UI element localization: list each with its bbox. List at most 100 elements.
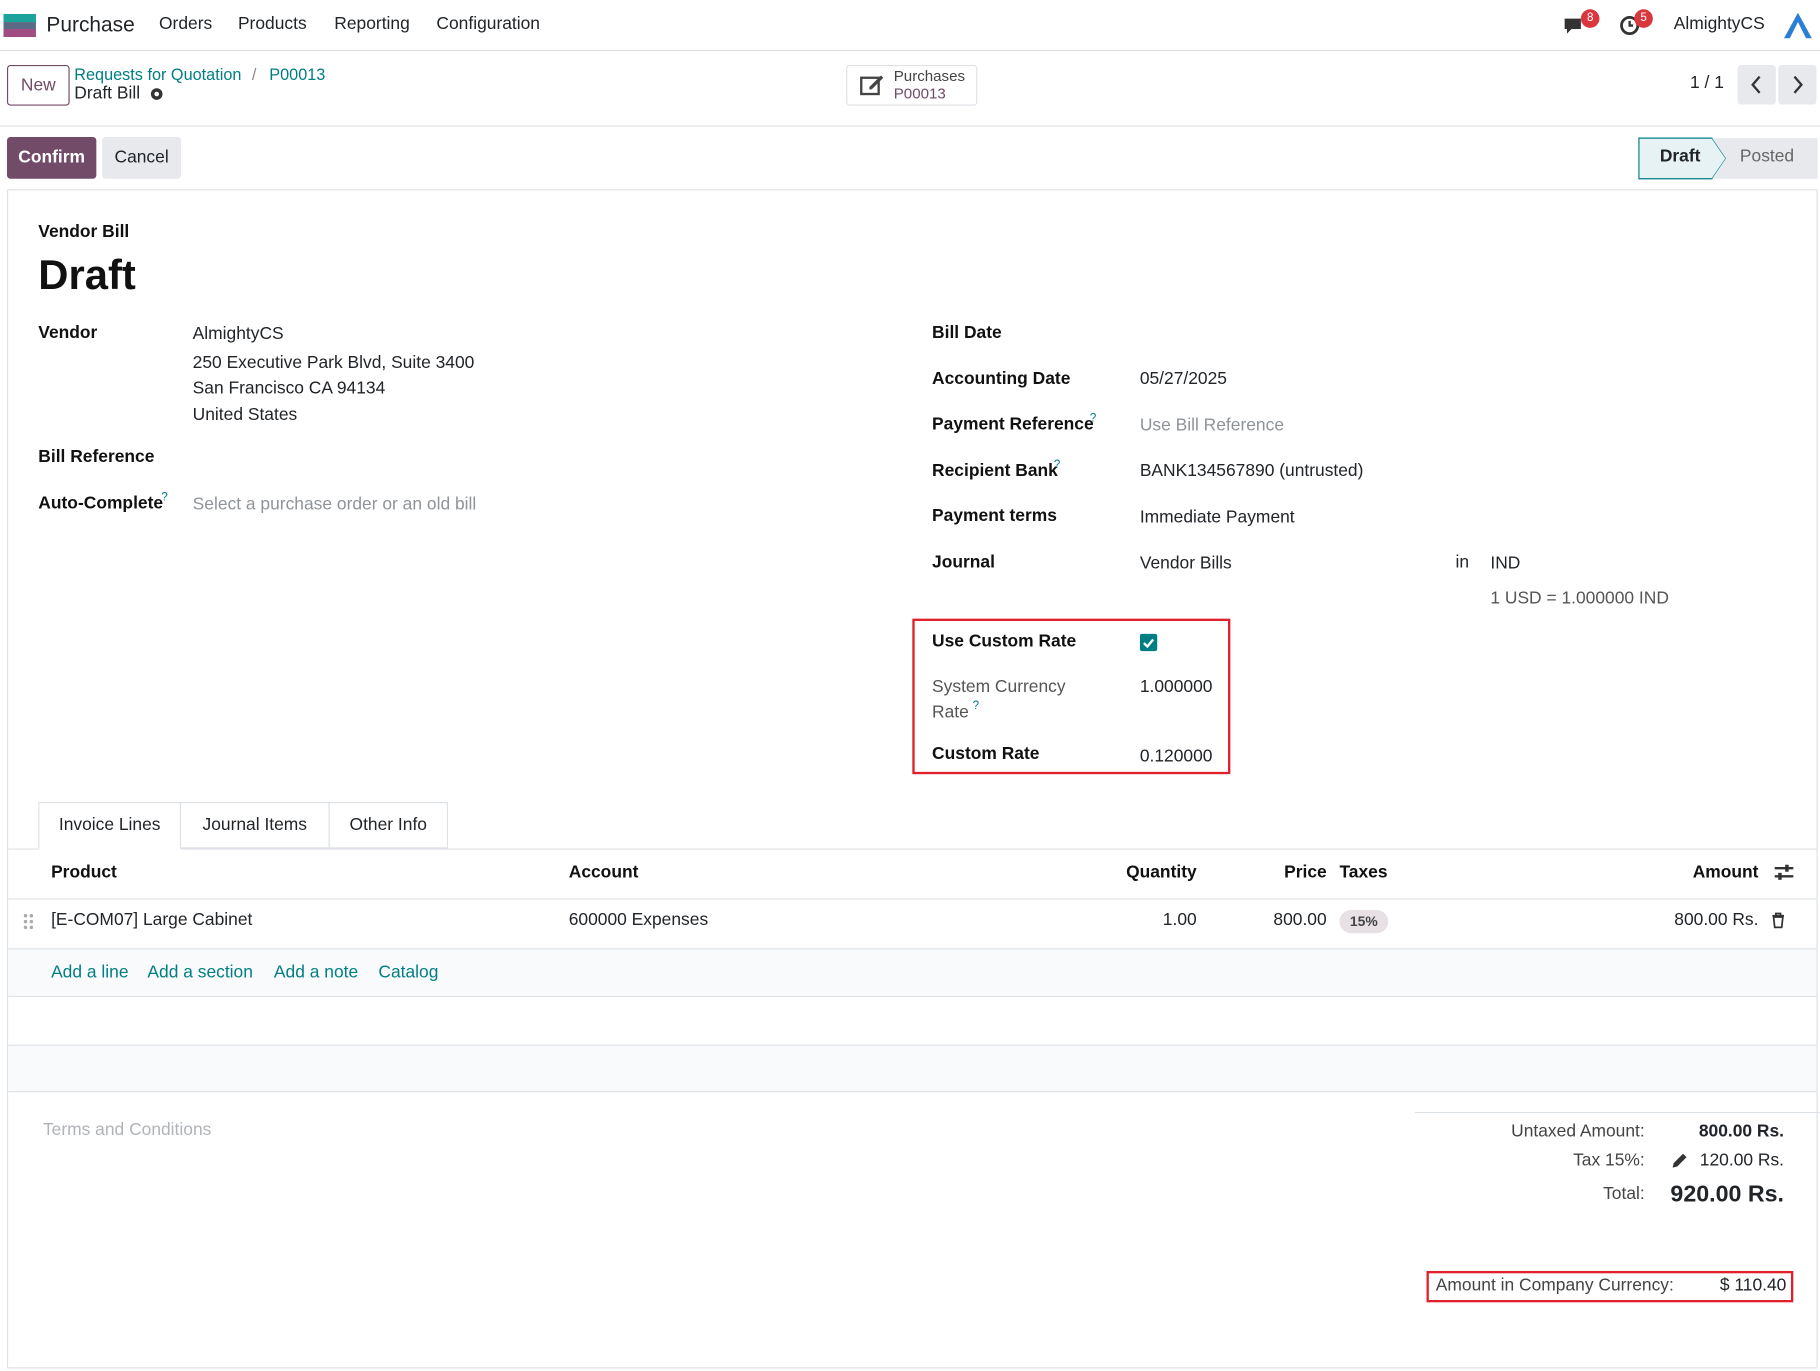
- field-value: 1.000000: [1139, 676, 1213, 697]
- column-header[interactable]: Amount: [1692, 862, 1759, 883]
- form-title: Draft: [38, 250, 136, 299]
- vendor-line: San Francisco CA 94134: [192, 378, 386, 399]
- form-subtitle: Vendor Bill: [38, 221, 130, 242]
- status-stages: [1638, 137, 1818, 180]
- stage-active[interactable]: Draft: [1659, 146, 1701, 166]
- cancel-button[interactable]: Cancel: [102, 136, 182, 179]
- field-label: Bill Date: [932, 322, 1002, 343]
- field-value[interactable]: BANK134567890 (untrusted): [1139, 460, 1364, 481]
- highlight-box: [1426, 1270, 1794, 1303]
- field-value[interactable]: Vendor Bills: [1139, 553, 1232, 574]
- help-mark[interactable]: ?: [972, 699, 980, 713]
- divider: [8, 848, 1817, 850]
- cell[interactable]: 800.00 Rs.: [1674, 909, 1759, 930]
- cell[interactable]: 600000 Expenses: [568, 909, 709, 930]
- grand-total: 920.00 Rs.: [1670, 1181, 1785, 1208]
- field-label: Payment terms: [932, 506, 1057, 526]
- company-logo: [1784, 12, 1812, 39]
- divider: [1414, 1111, 1820, 1114]
- badge: 5: [1634, 9, 1653, 28]
- total-value: 120.00 Rs.: [1699, 1150, 1785, 1170]
- divider: [0, 125, 1820, 127]
- field-label: Journal: [932, 552, 995, 573]
- messages-icon[interactable]: [1562, 15, 1588, 36]
- menu-item[interactable]: Configuration: [436, 13, 541, 34]
- pager-next[interactable]: [1778, 64, 1817, 105]
- field-label: Use Custom Rate: [932, 631, 1077, 652]
- column-header[interactable]: Account: [568, 862, 639, 883]
- menu-item[interactable]: Orders: [159, 13, 213, 34]
- tab[interactable]: Other Info: [328, 802, 449, 849]
- vendor-line: 250 Executive Park Blvd, Suite 3400: [192, 352, 475, 373]
- confirm-button[interactable]: Confirm: [6, 136, 97, 179]
- column-settings[interactable]: [1774, 864, 1795, 883]
- pager: 1 / 1: [1689, 73, 1724, 93]
- total-value: 800.00 Rs.: [1698, 1121, 1785, 1141]
- rate-note: 1 USD = 1.000000 IND: [1490, 588, 1669, 609]
- company[interactable]: AlmightyCS: [1673, 13, 1765, 34]
- field-placeholder[interactable]: Use Bill Reference: [1139, 415, 1284, 436]
- cell[interactable]: 1.00: [1162, 909, 1197, 930]
- gear-icon[interactable]: [149, 86, 165, 102]
- column-header[interactable]: Product: [51, 862, 117, 883]
- breadcrumb-link[interactable]: P00013: [269, 64, 326, 84]
- field-label: Auto-Complete: [38, 493, 164, 514]
- field-value[interactable]: IND: [1490, 553, 1521, 574]
- navbar: [0, 0, 1820, 52]
- add-link[interactable]: Add a line: [51, 962, 129, 982]
- form-sheet: [6, 189, 1818, 1369]
- total-label: Amount in Company Currency:: [1435, 1275, 1674, 1296]
- help-mark[interactable]: ?: [1089, 412, 1097, 425]
- add-link[interactable]: Catalog: [378, 962, 439, 982]
- help-mark[interactable]: ?: [161, 490, 168, 504]
- menu-item[interactable]: Products: [237, 13, 307, 34]
- checkbox[interactable]: [1139, 633, 1159, 653]
- highlight-box: [912, 618, 1231, 775]
- tax-tag[interactable]: 15%: [1339, 909, 1389, 934]
- column-header[interactable]: Price: [1284, 862, 1327, 883]
- field-label: Rate: [932, 702, 969, 722]
- smart-button-value: P00013: [893, 84, 946, 103]
- delete-icon[interactable]: [1771, 912, 1785, 929]
- breadcrumb-link[interactable]: Requests for Quotation: [74, 64, 242, 84]
- edit-tax-icon[interactable]: [1671, 1153, 1687, 1169]
- app-name[interactable]: Purchase: [46, 12, 135, 36]
- record-name: Draft Bill: [74, 83, 141, 104]
- add-link[interactable]: Add a note: [273, 962, 359, 982]
- field-value[interactable]: 0.120000: [1139, 746, 1213, 767]
- total-value: $ 110.40: [1719, 1275, 1787, 1296]
- terms-placeholder[interactable]: Terms and Conditions: [42, 1120, 212, 1140]
- stage[interactable]: Posted: [1739, 146, 1795, 166]
- field-label: Payment Reference: [932, 414, 1094, 435]
- column-header[interactable]: Quantity: [1126, 862, 1197, 883]
- smart-button[interactable]: [846, 64, 978, 106]
- field-label: Bill Reference: [38, 446, 155, 467]
- app-logo: [3, 13, 36, 38]
- cell[interactable]: 800.00: [1273, 909, 1327, 930]
- add-link[interactable]: Add a section: [147, 962, 253, 982]
- field-label: Accounting Date: [932, 369, 1071, 389]
- new-button[interactable]: New: [6, 64, 70, 106]
- tab-active[interactable]: Invoice Lines: [38, 802, 182, 850]
- smart-button-label: Purchases: [893, 67, 966, 85]
- field-placeholder[interactable]: Select a purchase order or an old bill: [192, 494, 477, 515]
- menu-item[interactable]: Reporting: [334, 13, 410, 34]
- help-mark[interactable]: ?: [1053, 458, 1061, 472]
- edit-icon: [860, 75, 884, 96]
- field-value[interactable]: 05/27/2025: [1139, 369, 1227, 389]
- divider: [8, 898, 1817, 900]
- vendor-line[interactable]: AlmightyCS: [192, 323, 284, 344]
- field-value[interactable]: Immediate Payment: [1139, 507, 1295, 527]
- field-label: System Currency: [932, 676, 1066, 697]
- drag-handle[interactable]: [23, 913, 35, 930]
- add-row: [8, 948, 1817, 998]
- badge: 8: [1580, 9, 1600, 28]
- total-label: Total:: [1603, 1183, 1645, 1204]
- column-header[interactable]: Taxes: [1339, 862, 1388, 883]
- tab[interactable]: Journal Items: [181, 802, 330, 849]
- cell[interactable]: [E-COM07] Large Cabinet: [51, 909, 253, 930]
- total-label: Tax 15%:: [1573, 1150, 1645, 1170]
- pager-prev[interactable]: [1737, 64, 1776, 105]
- vendor-line: United States: [192, 405, 298, 425]
